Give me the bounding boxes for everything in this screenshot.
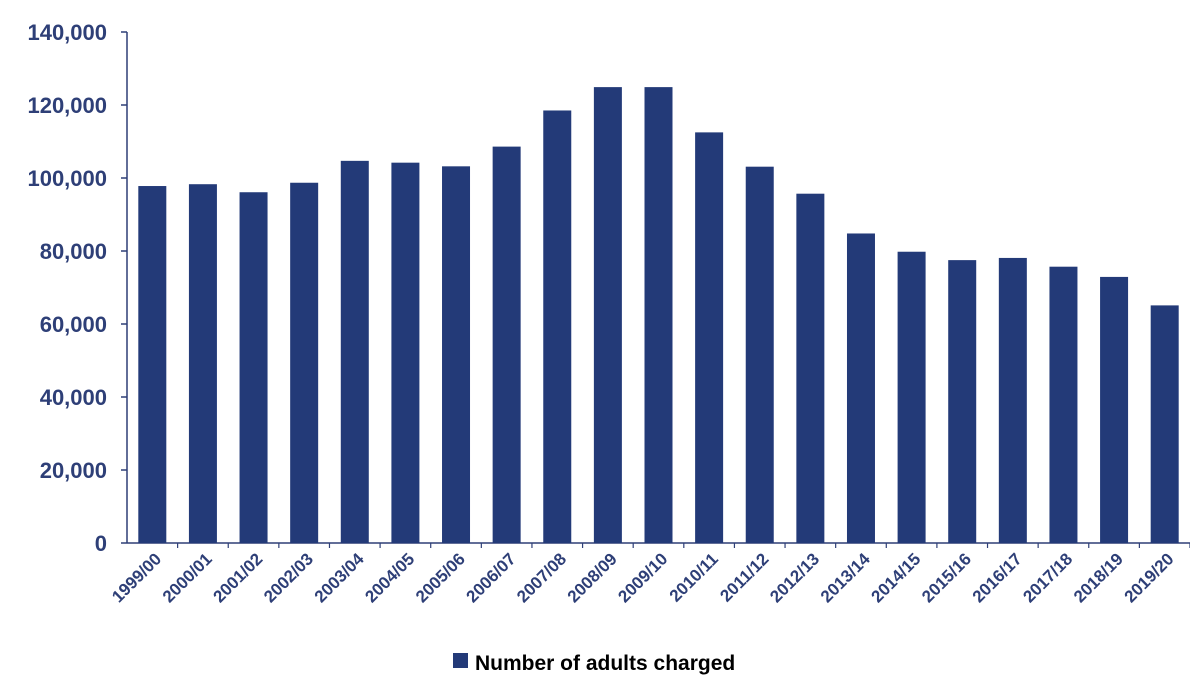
x-tick-label: 2018/19: [1070, 549, 1127, 606]
bar-2005-06: [442, 166, 471, 543]
x-tick-label: 2007/08: [513, 549, 570, 606]
bar-2017-18: [1049, 266, 1078, 543]
y-tick-label: 120,000: [27, 93, 107, 118]
y-tick-label: 60,000: [40, 312, 107, 337]
y-tick-label: 40,000: [40, 385, 107, 410]
bar-2007-08: [543, 110, 572, 543]
y-tick-label: 20,000: [40, 458, 107, 483]
bar-2012-13: [796, 193, 825, 543]
bar-2013-14: [846, 233, 875, 544]
x-tick-label: 2013/14: [817, 549, 874, 606]
bar-2009-10: [644, 87, 673, 544]
bar-2010-11: [695, 132, 724, 543]
bar-2003-04: [340, 160, 369, 543]
y-tick-label: 100,000: [27, 166, 107, 191]
bar-2016-17: [998, 257, 1027, 543]
bar-2000-01: [188, 184, 217, 543]
bar-2001-02: [239, 192, 268, 544]
x-tick-label: 2004/05: [361, 549, 418, 606]
bar-1999-00: [138, 186, 167, 543]
x-tick-label: 2003/04: [311, 549, 368, 606]
y-axis: 0 20,000 40,000 60,000 80,000 100,000 120,000 1…: [27, 20, 128, 556]
y-tick-label: 0: [95, 531, 107, 556]
x-tick-label: 2014/15: [868, 549, 925, 606]
bar-2008-09: [593, 87, 622, 544]
x-tick-label: 2015/16: [918, 549, 975, 606]
x-tick-label: 2017/18: [1019, 549, 1076, 606]
x-axis: 1999/002000/012001/022002/032003/042004/…: [108, 542, 1190, 606]
bar-2015-16: [948, 260, 977, 543]
legend-swatch: [453, 653, 468, 668]
x-tick-label: 2019/20: [1121, 549, 1178, 606]
bar-2014-15: [897, 251, 926, 544]
x-tick-label: 2005/06: [412, 549, 469, 606]
x-tick-label: 2002/03: [260, 549, 317, 606]
x-tick-label: 2011/12: [716, 549, 772, 605]
x-tick-label: 2008/09: [564, 549, 621, 606]
bars: [138, 87, 1179, 544]
y-tick-label: 140,000: [27, 20, 107, 45]
x-tick-label: 2000/01: [159, 549, 216, 606]
x-tick-label: 1999/00: [108, 549, 165, 606]
y-tick-label: 80,000: [40, 239, 107, 264]
legend-label: Number of adults charged: [475, 652, 735, 675]
x-tick-label: 2016/17: [969, 549, 1026, 606]
x-tick-label: 2010/11: [666, 549, 722, 605]
bar-2006-07: [492, 146, 521, 544]
x-tick-label: 2001/02: [209, 549, 266, 606]
bar-2018-19: [1100, 276, 1129, 543]
bar-2019-20: [1150, 305, 1179, 543]
bar-2011-12: [745, 166, 774, 543]
bar-2004-05: [391, 162, 420, 544]
x-tick-label: 2012/13: [766, 549, 823, 606]
x-tick-label: 2006/07: [463, 549, 520, 606]
legend: Number of adults charged: [453, 652, 735, 675]
bar-2002-03: [290, 182, 319, 543]
x-tick-label: 2009/10: [614, 549, 671, 606]
